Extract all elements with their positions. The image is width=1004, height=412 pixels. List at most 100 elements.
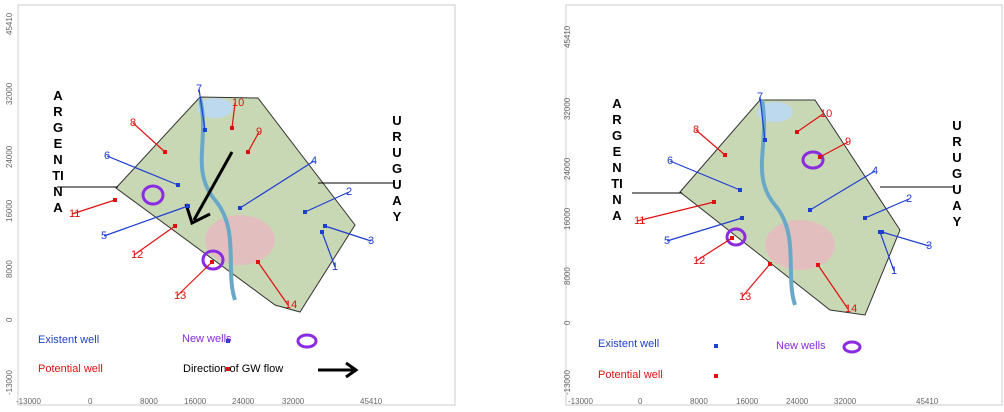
- well-marker: [210, 260, 214, 264]
- y-tick-label: 32000: [6, 83, 14, 105]
- well-marker: [816, 263, 820, 267]
- country-label: URUGUAY: [391, 113, 403, 225]
- y-tick-label: 0: [6, 318, 14, 322]
- y-tick-label: 16000: [6, 200, 14, 222]
- x-tick-label: 32000: [834, 398, 856, 406]
- well-marker: [176, 183, 180, 187]
- well-marker: [320, 230, 324, 234]
- well-number: 5: [664, 236, 670, 247]
- well-marker: [738, 188, 742, 192]
- well-marker: [173, 224, 177, 228]
- x-tick-label: -13000: [568, 398, 593, 406]
- country-label: ARGENTINA: [52, 88, 64, 216]
- well-number: 4: [311, 156, 317, 167]
- well-marker: [795, 130, 799, 134]
- y-tick-label: 45410: [6, 13, 14, 35]
- legend-label: Existent well: [598, 339, 659, 350]
- country-label: URUGUAY: [951, 118, 963, 230]
- country-label: ARGENTINA: [611, 96, 623, 224]
- well-marker: [323, 224, 327, 228]
- well-number: 4: [872, 166, 878, 177]
- well-marker: [723, 153, 727, 157]
- well-number: 10: [820, 109, 832, 120]
- well-number: 9: [256, 127, 262, 138]
- well-marker: [863, 216, 867, 220]
- y-tick-label: 8000: [564, 267, 572, 285]
- y-tick-label: -13000: [564, 370, 572, 395]
- well-marker: [230, 126, 234, 130]
- y-tick-label: 8000: [6, 260, 14, 278]
- well-marker: [163, 150, 167, 154]
- x-tick-label: 24000: [232, 398, 254, 406]
- legend-label: Potential well: [598, 370, 663, 381]
- legend-label: Direction of GW flow: [183, 364, 283, 375]
- urban-area: [765, 220, 835, 270]
- well-number: 14: [285, 300, 297, 311]
- well-marker: [303, 210, 307, 214]
- well-number: 10: [232, 98, 244, 109]
- well-marker: [203, 128, 207, 132]
- well-number: 3: [926, 241, 932, 252]
- legend-label: New wells: [182, 334, 232, 345]
- x-tick-label: 8000: [690, 398, 708, 406]
- legend-new-marker: [298, 335, 316, 347]
- x-tick-label: 16000: [184, 398, 206, 406]
- legend-label: Existent well: [38, 335, 99, 346]
- well-number: 5: [101, 231, 107, 242]
- well-number: 7: [196, 84, 202, 95]
- x-tick-label: 45410: [916, 398, 938, 406]
- well-number: 8: [130, 118, 136, 129]
- well-marker: [818, 155, 822, 159]
- x-tick-label: 16000: [736, 398, 758, 406]
- well-number: 1: [332, 262, 338, 273]
- y-tick-label: -13000: [6, 370, 14, 395]
- urban-area: [205, 215, 275, 265]
- well-marker: [113, 198, 117, 202]
- well-number: 8: [693, 125, 699, 136]
- legend-existent-marker: [714, 344, 718, 348]
- well-marker: [246, 150, 250, 154]
- well-marker: [238, 206, 242, 210]
- well-number: 14: [845, 304, 857, 315]
- legend-potential-marker: [714, 374, 718, 378]
- well-marker: [730, 236, 734, 240]
- figure: 4541032000240001600080000-13000-13000080…: [0, 0, 1004, 412]
- well-number: 13: [174, 291, 186, 302]
- well-number: 11: [634, 216, 645, 227]
- well-number: 6: [104, 151, 110, 162]
- well-number: 7: [757, 92, 763, 103]
- y-tick-label: 16000: [564, 208, 572, 230]
- well-marker: [768, 262, 772, 266]
- well-leader: [637, 202, 714, 221]
- well-marker: [712, 200, 716, 204]
- well-number: 6: [667, 156, 673, 167]
- well-number: 3: [368, 236, 374, 247]
- y-tick-label: 45410: [564, 26, 572, 48]
- y-tick-label: 0: [564, 321, 572, 325]
- well-number: 11: [69, 209, 80, 220]
- well-marker: [763, 138, 767, 142]
- well-number: 1: [891, 266, 897, 277]
- y-tick-label: 32000: [564, 98, 572, 120]
- x-tick-label: 32000: [282, 398, 304, 406]
- well-number: 9: [845, 137, 851, 148]
- well-marker: [880, 230, 884, 234]
- well-leader: [696, 130, 725, 155]
- well-marker: [186, 204, 190, 208]
- x-tick-label: -13000: [16, 398, 41, 406]
- well-number: 2: [906, 194, 912, 205]
- well-marker: [740, 216, 744, 220]
- well-marker: [808, 208, 812, 212]
- y-tick-label: 24000: [6, 146, 14, 168]
- maps: [0, 0, 1004, 412]
- legend-label: New wells: [776, 341, 826, 352]
- well-number: 13: [739, 292, 751, 303]
- well-number: 2: [346, 187, 352, 198]
- well-number: 12: [693, 256, 705, 267]
- legend-label: Potential well: [38, 364, 103, 375]
- x-tick-label: 8000: [140, 398, 158, 406]
- well-number: 12: [131, 250, 143, 261]
- well-leader: [133, 123, 165, 152]
- well-marker: [256, 260, 260, 264]
- legend-new-marker: [844, 342, 860, 352]
